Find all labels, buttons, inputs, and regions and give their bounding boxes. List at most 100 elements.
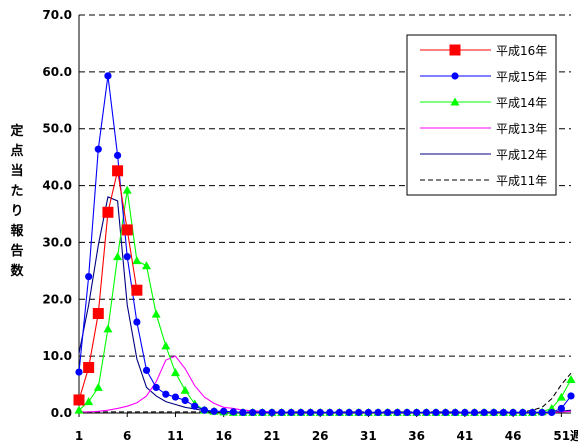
legend-item: 平成15年: [420, 70, 547, 84]
data-point: [335, 408, 344, 417]
legend-label: 平成15年: [496, 70, 547, 84]
data-point: [306, 408, 315, 417]
data-point: [84, 397, 94, 406]
legend-label: 平成14年: [496, 96, 547, 110]
data-point: [326, 408, 334, 417]
x-tick-label: 46: [505, 429, 522, 443]
data-point: [200, 406, 209, 414]
y-tick-labels: 0.0 10.0 20.0 30.0 40.0 50.0 60.0 70.0: [42, 8, 72, 420]
data-point: [181, 396, 189, 405]
y-tick-label: 40.0: [42, 179, 72, 193]
data-point: [92, 308, 104, 319]
series-line: [78, 196, 572, 413]
data-point: [75, 368, 83, 376]
data-point: [239, 408, 247, 417]
legend-label: 平成16年: [496, 44, 547, 58]
data-point: [566, 374, 576, 383]
y-tick-label: 20.0: [42, 292, 72, 306]
y-tick-label: 70.0: [42, 8, 72, 22]
data-point: [509, 408, 517, 417]
data-point: [132, 256, 142, 265]
data-point: [171, 393, 180, 401]
series-line: [78, 75, 572, 413]
y-axis-label: 定点当たり報告数: [9, 123, 24, 279]
data-point: [131, 284, 143, 296]
data-point: [461, 408, 469, 417]
data-point: [519, 408, 527, 417]
data-point: [83, 362, 95, 374]
data-point: [528, 408, 537, 417]
legend-label: 平成13年: [496, 122, 547, 136]
series-4: [79, 355, 572, 413]
data-point: [403, 408, 411, 417]
data-point: [413, 408, 421, 417]
data-point: [73, 394, 85, 406]
data-point: [191, 402, 199, 410]
legend-item: 平成13年: [420, 122, 547, 136]
data-point: [123, 253, 131, 261]
x-tick-label: 31: [360, 429, 377, 443]
data-point: [393, 408, 401, 417]
data-point: [180, 385, 190, 394]
data-point: [94, 145, 102, 153]
data-point: [538, 408, 546, 417]
y-axis-label: 定点当たり報告数: [9, 123, 24, 279]
legend-item: 平成16年: [420, 44, 547, 58]
data-point: [133, 318, 141, 326]
data-point: [74, 405, 84, 414]
x-tick-labels: 1 6 11 16 21 26 31 36 41 46 51週: [75, 428, 578, 443]
series-3: [74, 185, 576, 416]
data-point: [480, 408, 488, 417]
data-point: [268, 408, 276, 417]
x-tick-label: 36: [408, 429, 425, 443]
series-line: [78, 190, 572, 413]
data-point: [287, 408, 295, 417]
data-point: [384, 408, 392, 417]
data-point: [121, 224, 133, 236]
x-tick-label: 26: [312, 429, 329, 443]
y-tick-label: 50.0: [42, 122, 72, 136]
data-point: [499, 408, 508, 417]
data-point: [93, 382, 103, 391]
legend-item: 平成14年: [420, 96, 547, 110]
x-tick-label: 41: [457, 429, 474, 443]
series-2: [75, 72, 575, 417]
data-point: [122, 185, 132, 194]
series-line: [79, 372, 572, 413]
data-point: [104, 72, 112, 80]
data-point: [490, 408, 498, 417]
y-tick-label: 10.0: [42, 349, 72, 363]
y-tick-label: 30.0: [42, 235, 72, 249]
data-point: [162, 390, 170, 398]
data-point: [85, 272, 93, 281]
legend-item: 平成11年: [420, 174, 547, 188]
data-point: [258, 408, 266, 417]
data-point: [556, 392, 566, 401]
legend-label: 平成11年: [496, 174, 547, 188]
data-point: [152, 383, 160, 392]
legend-box: [406, 34, 557, 196]
data-point: [364, 408, 373, 417]
series-line: [79, 355, 572, 413]
data-point: [210, 407, 218, 415]
data-point: [161, 341, 171, 350]
data-point: [374, 408, 382, 417]
y-tick-label: 60.0: [42, 65, 72, 79]
legend-marker: [450, 97, 460, 106]
data-point: [277, 408, 286, 417]
x-tick-label: 1: [75, 429, 83, 443]
series-6: [79, 372, 572, 413]
data-point: [451, 408, 459, 417]
data-point: [422, 408, 430, 417]
data-point: [548, 408, 556, 417]
legend-marker: [451, 72, 459, 80]
legend-marker: [449, 44, 461, 56]
data-point: [102, 206, 114, 218]
series-5: [78, 196, 572, 413]
data-point: [297, 408, 305, 417]
data-point: [316, 408, 324, 417]
data-point: [432, 408, 440, 417]
data-point: [151, 309, 161, 318]
